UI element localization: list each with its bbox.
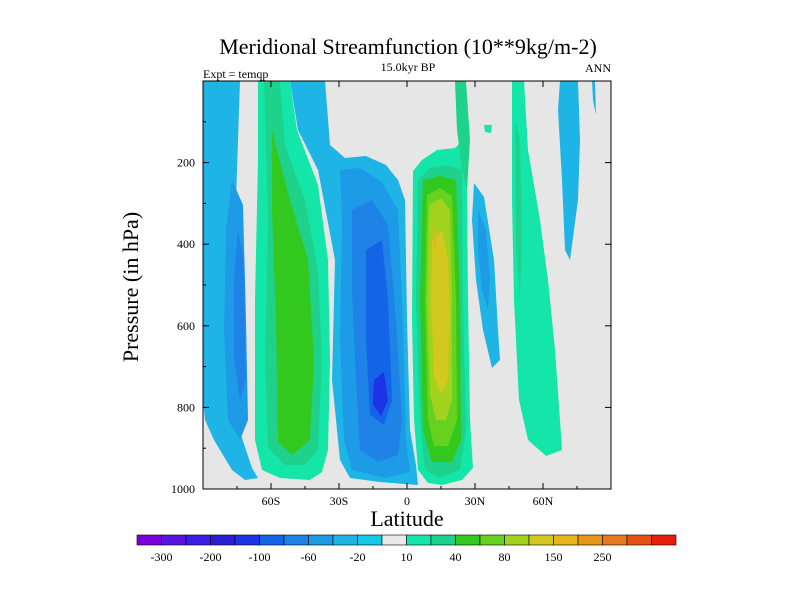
colorbar-label: 10	[401, 550, 413, 564]
contour-nh-small-patch	[484, 125, 492, 133]
colorbar-label: -20	[350, 550, 366, 564]
colorbar-swatch	[455, 534, 481, 546]
colorbar-swatch	[161, 534, 187, 546]
colorbar-swatch	[136, 534, 162, 546]
colorbar-swatch	[553, 534, 579, 546]
colorbar-swatch	[185, 534, 211, 546]
colorbar-swatch	[210, 534, 236, 546]
colorbar-label: 40	[450, 550, 462, 564]
contour-hadley-sh-core	[366, 240, 392, 425]
y-tick-label: 600	[177, 319, 195, 333]
x-axis: 60S 30S 0 30N 60N	[236, 81, 578, 508]
colorbar-label: -300	[151, 550, 173, 564]
x-tick-label: 60S	[262, 494, 281, 508]
colorbar-label: -200	[200, 550, 222, 564]
colorbar-label: 250	[594, 550, 612, 564]
y-tick-label: 800	[177, 400, 195, 414]
colorbar-swatch	[381, 534, 407, 546]
colorbar-swatch	[308, 534, 334, 546]
contour-fills	[203, 81, 596, 485]
plot-area	[202, 80, 612, 490]
contour-hadley-nh-peak	[433, 222, 436, 250]
colorbar-swatch	[283, 534, 309, 546]
contour-nh-midlat-inner	[515, 120, 522, 300]
x-axis-label: Latitude	[370, 506, 443, 531]
contour-nh-subtropical-plume	[455, 81, 470, 190]
contour-nh-tongue-inner	[478, 210, 490, 310]
colorbar-swatch	[626, 534, 652, 546]
colorbar-swatch	[259, 534, 285, 546]
colorbar-label: 80	[499, 550, 511, 564]
colorbar-swatch	[602, 534, 628, 546]
contour-sh-polar-inner	[234, 230, 246, 400]
contour-hadley-nh-level6	[431, 230, 450, 395]
colorbar-swatch	[332, 534, 358, 546]
colorbar-label: -60	[301, 550, 317, 564]
x-tick-label: 60N	[533, 494, 554, 508]
chart-title: Meridional Streamfunction (10**9kg/m-2)	[219, 34, 597, 59]
chart-subtitle: 15.0kyr BP	[381, 60, 436, 74]
x-tick-label: 30N	[465, 494, 486, 508]
colorbar-swatch	[479, 534, 505, 546]
y-tick-label: 1000	[171, 482, 195, 496]
y-tick-label: 200	[177, 156, 195, 170]
contour-nh-midlat-outer	[512, 81, 562, 456]
colorbar-swatch	[528, 534, 554, 546]
contour-hadley-sh-peak	[373, 372, 388, 416]
colorbar: -300 -200 -100 -60 -20 10 40 80 150 250	[136, 534, 677, 564]
y-axis-label: Pressure (in hPa)	[118, 212, 143, 362]
contour-sh-ferrel-inner	[272, 130, 314, 455]
x-tick-label: 0	[404, 494, 410, 508]
colorbar-label: 150	[545, 550, 563, 564]
colorbar-swatch	[357, 534, 383, 546]
x-tick-label: 30S	[330, 494, 349, 508]
colorbar-label: -100	[249, 550, 271, 564]
experiment-label: Expt = temqp	[203, 67, 268, 81]
colorbar-swatch	[406, 534, 432, 546]
colorbar-swatch	[651, 534, 677, 546]
y-axis: 200 400 600 800 1000	[171, 121, 611, 496]
colorbar-swatch	[504, 534, 530, 546]
colorbar-swatch	[430, 534, 456, 546]
contour-nh-polar	[558, 81, 580, 260]
contour-nh-polar-sliver	[592, 81, 596, 115]
y-tick-label: 400	[177, 237, 195, 251]
season-label: ANN	[585, 61, 611, 75]
colorbar-swatch	[577, 534, 603, 546]
colorbar-swatch	[234, 534, 260, 546]
